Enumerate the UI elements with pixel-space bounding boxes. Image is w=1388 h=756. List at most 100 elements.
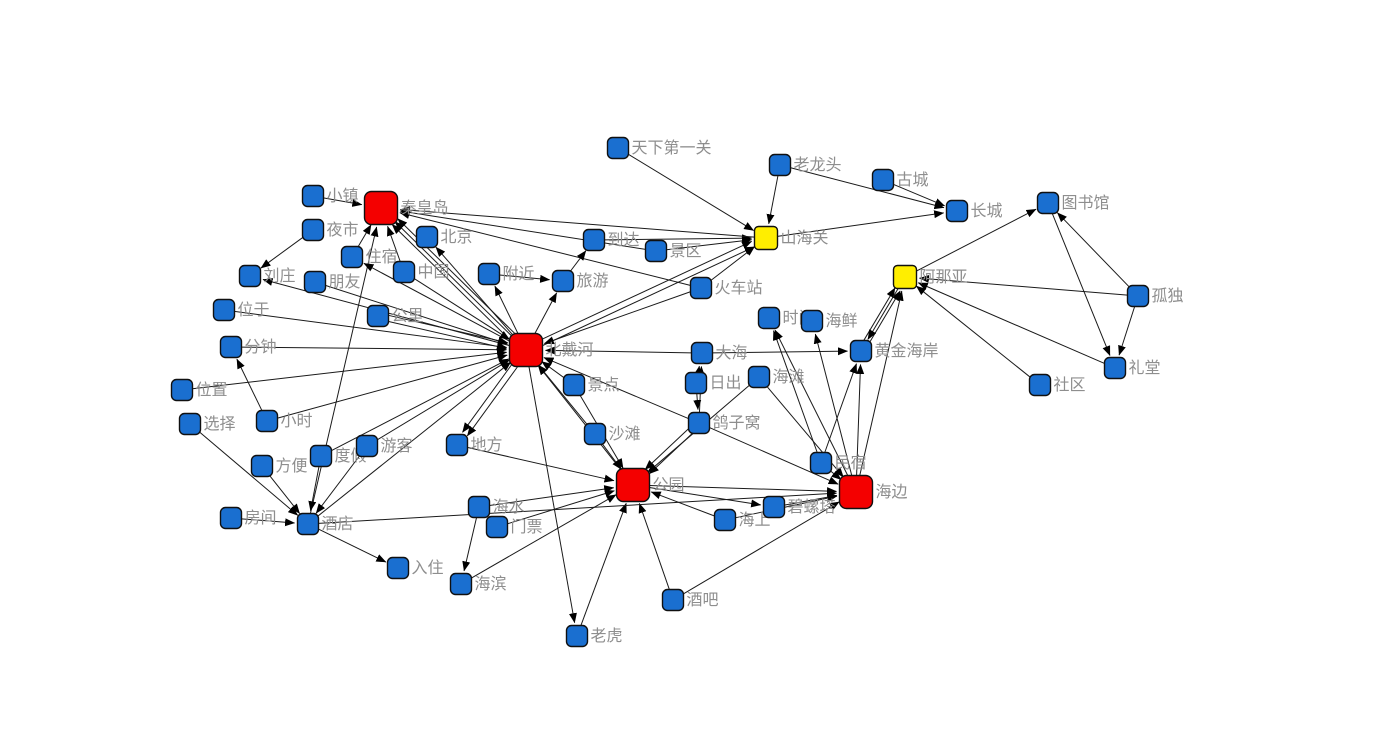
node-square-huangjinhaian[interactable] bbox=[849, 339, 873, 363]
node-square-laolongtou[interactable] bbox=[768, 153, 792, 177]
node-zhongguo[interactable]: 中国 bbox=[392, 260, 450, 284]
node-square-difang[interactable] bbox=[445, 433, 469, 457]
node-youke[interactable]: 游客 bbox=[355, 434, 413, 458]
node-laolongtou[interactable]: 老龙头 bbox=[768, 153, 842, 177]
node-square-jiuba[interactable] bbox=[661, 588, 685, 612]
node-jiudian[interactable]: 酒店 bbox=[296, 512, 354, 536]
node-square-haitan[interactable] bbox=[747, 365, 771, 389]
node-square-xiaoshi[interactable] bbox=[255, 409, 279, 433]
node-square-ruzhu[interactable] bbox=[386, 556, 410, 580]
node-square-dahai[interactable] bbox=[690, 341, 714, 365]
node-square-menpiao[interactable] bbox=[485, 515, 509, 539]
node-square-shijian[interactable] bbox=[757, 306, 781, 330]
node-square-beijing[interactable] bbox=[415, 225, 439, 249]
node-fenzhong[interactable]: 分钟 bbox=[219, 335, 277, 359]
node-square-haishang[interactable] bbox=[713, 508, 737, 532]
node-square-tianxiadiyiguan[interactable] bbox=[606, 136, 630, 160]
node-square-fujin[interactable] bbox=[477, 262, 501, 286]
node-square-zhongguo[interactable] bbox=[392, 260, 416, 284]
node-fujin[interactable]: 附近 bbox=[477, 262, 535, 286]
node-gudu[interactable]: 孤独 bbox=[1126, 284, 1184, 308]
node-square-qinhuangdao[interactable] bbox=[363, 190, 399, 226]
node-square-haibian[interactable] bbox=[838, 474, 874, 510]
node-square-biluota[interactable] bbox=[762, 495, 786, 519]
node-huangjinhaian[interactable]: 黄金海岸 bbox=[849, 339, 939, 363]
node-square-liuzhuang[interactable] bbox=[238, 264, 262, 288]
node-minsu[interactable]: 民宿 bbox=[809, 451, 867, 475]
node-square-yeshi[interactable] bbox=[301, 218, 325, 242]
node-square-haixian[interactable] bbox=[800, 309, 824, 333]
node-xuanze[interactable]: 选择 bbox=[178, 412, 236, 436]
node-square-fangbian[interactable] bbox=[250, 454, 274, 478]
node-square-tushuguan[interactable] bbox=[1036, 191, 1060, 215]
node-dahai[interactable]: 大海 bbox=[690, 341, 748, 365]
node-fangjian[interactable]: 房间 bbox=[219, 506, 277, 530]
node-liuzhuang[interactable]: 刘庄 bbox=[238, 264, 296, 288]
node-gucheng[interactable]: 古城 bbox=[871, 168, 929, 192]
node-square-zhusu[interactable] bbox=[340, 245, 364, 269]
node-beijing[interactable]: 北京 bbox=[415, 225, 473, 249]
node-qinhuangdao[interactable]: 秦皇岛 bbox=[363, 190, 449, 226]
node-square-weizhi[interactable] bbox=[170, 378, 194, 402]
node-square-geziwo[interactable] bbox=[687, 411, 711, 435]
node-square-shequ[interactable] bbox=[1028, 373, 1052, 397]
node-haixian[interactable]: 海鲜 bbox=[800, 309, 858, 333]
node-fangbian[interactable]: 方便 bbox=[250, 454, 308, 478]
node-square-gudu[interactable] bbox=[1126, 284, 1150, 308]
node-square-richu[interactable] bbox=[684, 371, 708, 395]
node-tushuguan[interactable]: 图书馆 bbox=[1036, 191, 1110, 215]
node-zhusu[interactable]: 住宿 bbox=[340, 245, 398, 269]
node-difang[interactable]: 地方 bbox=[445, 433, 503, 457]
node-jingqu[interactable]: 景区 bbox=[644, 239, 702, 263]
node-square-gongyuan[interactable] bbox=[615, 467, 651, 503]
node-haibin[interactable]: 海滨 bbox=[449, 572, 507, 596]
node-haishang[interactable]: 海上 bbox=[713, 508, 771, 532]
node-ruzhu[interactable]: 入住 bbox=[386, 556, 444, 580]
node-shequ[interactable]: 社区 bbox=[1028, 373, 1086, 397]
node-square-litang[interactable] bbox=[1103, 356, 1127, 380]
node-changcheng[interactable]: 长城 bbox=[945, 199, 1003, 223]
node-square-daoda[interactable] bbox=[582, 228, 606, 252]
node-gongli[interactable]: 公里 bbox=[366, 304, 424, 328]
node-square-lvyou[interactable] bbox=[551, 269, 575, 293]
node-haishui[interactable]: 海水 bbox=[467, 495, 525, 519]
node-shanhaiguan[interactable]: 山海关 bbox=[753, 225, 829, 251]
node-anaya[interactable]: 阿那亚 bbox=[892, 264, 968, 290]
node-square-anaya[interactable] bbox=[892, 264, 918, 290]
node-square-huochezhan[interactable] bbox=[689, 276, 713, 300]
node-square-haishui[interactable] bbox=[467, 495, 491, 519]
node-square-jingdian[interactable] bbox=[562, 373, 586, 397]
node-haitan[interactable]: 海滩 bbox=[747, 365, 805, 389]
node-richu[interactable]: 日出 bbox=[684, 371, 742, 395]
node-square-xuanze[interactable] bbox=[178, 412, 202, 436]
node-huochezhan[interactable]: 火车站 bbox=[689, 276, 763, 300]
node-yeshi[interactable]: 夜市 bbox=[301, 218, 359, 242]
node-square-gongli[interactable] bbox=[366, 304, 390, 328]
node-tianxiadiyiguan[interactable]: 天下第一关 bbox=[606, 136, 712, 160]
node-weizhi[interactable]: 位置 bbox=[170, 378, 228, 402]
node-xiaoshi[interactable]: 小时 bbox=[255, 409, 313, 433]
node-weiyu[interactable]: 位于 bbox=[212, 298, 270, 322]
node-lvyou[interactable]: 旅游 bbox=[551, 269, 609, 293]
node-biluota[interactable]: 碧螺塔 bbox=[762, 495, 836, 519]
node-square-dujia[interactable] bbox=[309, 444, 333, 468]
node-daoda[interactable]: 到达 bbox=[582, 228, 640, 252]
node-jingdian[interactable]: 景点 bbox=[562, 373, 620, 397]
node-square-jiudian[interactable] bbox=[296, 512, 320, 536]
node-laohu[interactable]: 老虎 bbox=[565, 624, 623, 648]
node-gongyuan[interactable]: 公园 bbox=[615, 467, 685, 503]
node-pengyou[interactable]: 朋友 bbox=[303, 270, 361, 294]
node-geziwo[interactable]: 鸽子窝 bbox=[687, 411, 761, 435]
node-square-shanhaiguan[interactable] bbox=[753, 225, 779, 251]
node-shatan[interactable]: 沙滩 bbox=[583, 422, 641, 446]
node-menpiao[interactable]: 门票 bbox=[485, 515, 543, 539]
node-xiaozhen[interactable]: 小镇 bbox=[301, 184, 359, 208]
node-square-xiaozhen[interactable] bbox=[301, 184, 325, 208]
node-dujia[interactable]: 度假 bbox=[309, 444, 367, 468]
node-litang[interactable]: 礼堂 bbox=[1103, 356, 1161, 380]
node-square-pengyou[interactable] bbox=[303, 270, 327, 294]
node-square-fenzhong[interactable] bbox=[219, 335, 243, 359]
node-square-beidaihe[interactable] bbox=[508, 332, 544, 368]
node-beidaihe[interactable]: 北戴河 bbox=[508, 332, 594, 368]
node-square-minsu[interactable] bbox=[809, 451, 833, 475]
